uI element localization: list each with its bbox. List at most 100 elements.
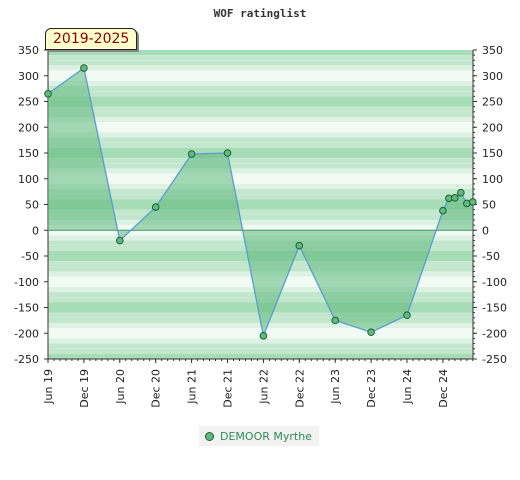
data-point (187, 150, 196, 158)
y-tick-label-right: 350 (482, 44, 503, 57)
series (44, 64, 477, 340)
background-band (48, 111, 473, 117)
data-point (457, 188, 465, 197)
y-tick-label-right: -250 (482, 353, 507, 366)
y-tick-label-left: -250 (14, 353, 39, 366)
axes: 350 350 300 300 250 250 200 200 150 150 100 100 50 50… (14, 44, 507, 408)
background-band (48, 168, 473, 174)
background-band (48, 348, 473, 354)
background-band (48, 343, 473, 349)
background-band (48, 86, 473, 92)
y-tick-label-right: -150 (482, 302, 507, 315)
data-point (439, 206, 447, 215)
x-tick-label: Jun 22 (257, 369, 270, 405)
data-point (451, 194, 459, 202)
background-band (48, 225, 473, 231)
x-tick-label: Jun 20 (114, 369, 127, 405)
y-tick-label-left: 150 (18, 147, 39, 160)
y-tick-label-left: 300 (18, 70, 39, 83)
background-band (48, 55, 473, 61)
data-point (403, 311, 411, 320)
period-badge: 2019-2025 (45, 28, 138, 50)
background-band (48, 173, 473, 179)
y-tick-label-left: 0 (32, 224, 39, 237)
background-band (48, 194, 473, 200)
background-band (48, 80, 473, 87)
background-band (48, 178, 473, 184)
y-tick-label-right: 50 (482, 199, 496, 212)
background-band (48, 204, 473, 210)
background-band (48, 132, 473, 138)
background-band (48, 163, 473, 169)
background-band (48, 142, 473, 148)
background-band (48, 189, 473, 195)
x-tick-label: Dec 23 (365, 369, 378, 408)
background-band (48, 116, 473, 123)
y-tick-label-right: -200 (482, 327, 507, 340)
x-tick-label: Jun 21 (186, 369, 199, 405)
y-tick-label-left: 100 (18, 173, 39, 186)
y-tick-label-right: 200 (482, 121, 503, 134)
legend-marker-icon (205, 431, 214, 441)
background-band (48, 199, 473, 205)
y-tick-label-left: 250 (18, 96, 39, 109)
y-tick-label-left: -200 (14, 327, 39, 340)
x-tick-label: Dec 20 (150, 369, 163, 408)
x-tick-label: Dec 24 (437, 369, 450, 408)
background-band (48, 158, 473, 164)
data-point (331, 316, 340, 325)
y-tick-label-left: -100 (14, 276, 39, 289)
background-band (48, 153, 473, 159)
x-tick-label: Jun 19 (42, 369, 55, 405)
data-point (469, 198, 477, 206)
data-point (80, 64, 88, 72)
background-band (48, 127, 473, 133)
background-band (48, 101, 473, 107)
background-band (48, 219, 473, 226)
y-tick-label-right: 250 (482, 96, 503, 109)
data-point (44, 89, 52, 98)
background-band (48, 75, 473, 81)
y-tick-label-right: -100 (482, 276, 507, 289)
data-point (116, 236, 124, 245)
background-band (48, 214, 473, 220)
y-tick-label-left: 350 (18, 44, 39, 57)
background-band (48, 106, 473, 112)
background-band (48, 137, 473, 143)
data-point (295, 241, 304, 250)
background-band (48, 183, 473, 190)
series-area (48, 68, 473, 336)
data-point (259, 332, 268, 340)
chart-title: WOF ratinglist (214, 7, 307, 20)
y-tick-label-left: 200 (18, 121, 39, 134)
x-tick-label: Jun 24 (401, 369, 414, 405)
background-band (48, 338, 473, 344)
background-band (48, 122, 473, 128)
data-point (223, 149, 232, 157)
legend-label: DEMOOR Myrthe (220, 429, 312, 443)
y-tick-label-right: 150 (482, 147, 503, 160)
background-band (48, 60, 473, 66)
x-tick-label: Dec 22 (293, 369, 306, 408)
background-band (48, 147, 473, 153)
background-band (48, 96, 473, 102)
legend[interactable]: DEMOOR Myrthe (199, 426, 319, 446)
data-point (151, 203, 160, 211)
y-tick-label-left: -150 (14, 302, 39, 315)
data-point (367, 328, 375, 337)
background-band (48, 70, 473, 76)
y-tick-label-right: 100 (482, 173, 503, 186)
x-tick-label: Dec 21 (222, 369, 235, 408)
background-band (48, 328, 473, 334)
y-tick-label-right: 0 (482, 224, 489, 237)
background-band (48, 50, 473, 56)
x-tick-label: Jun 23 (329, 369, 342, 405)
background-band (48, 322, 473, 329)
background-band (48, 91, 473, 97)
x-tick-label: Dec 19 (78, 369, 91, 408)
y-tick-label-left: 50 (25, 199, 39, 212)
y-tick-label-left: -50 (21, 250, 39, 263)
y-tick-label-right: 300 (482, 70, 503, 83)
y-tick-label-right: -50 (482, 250, 500, 263)
